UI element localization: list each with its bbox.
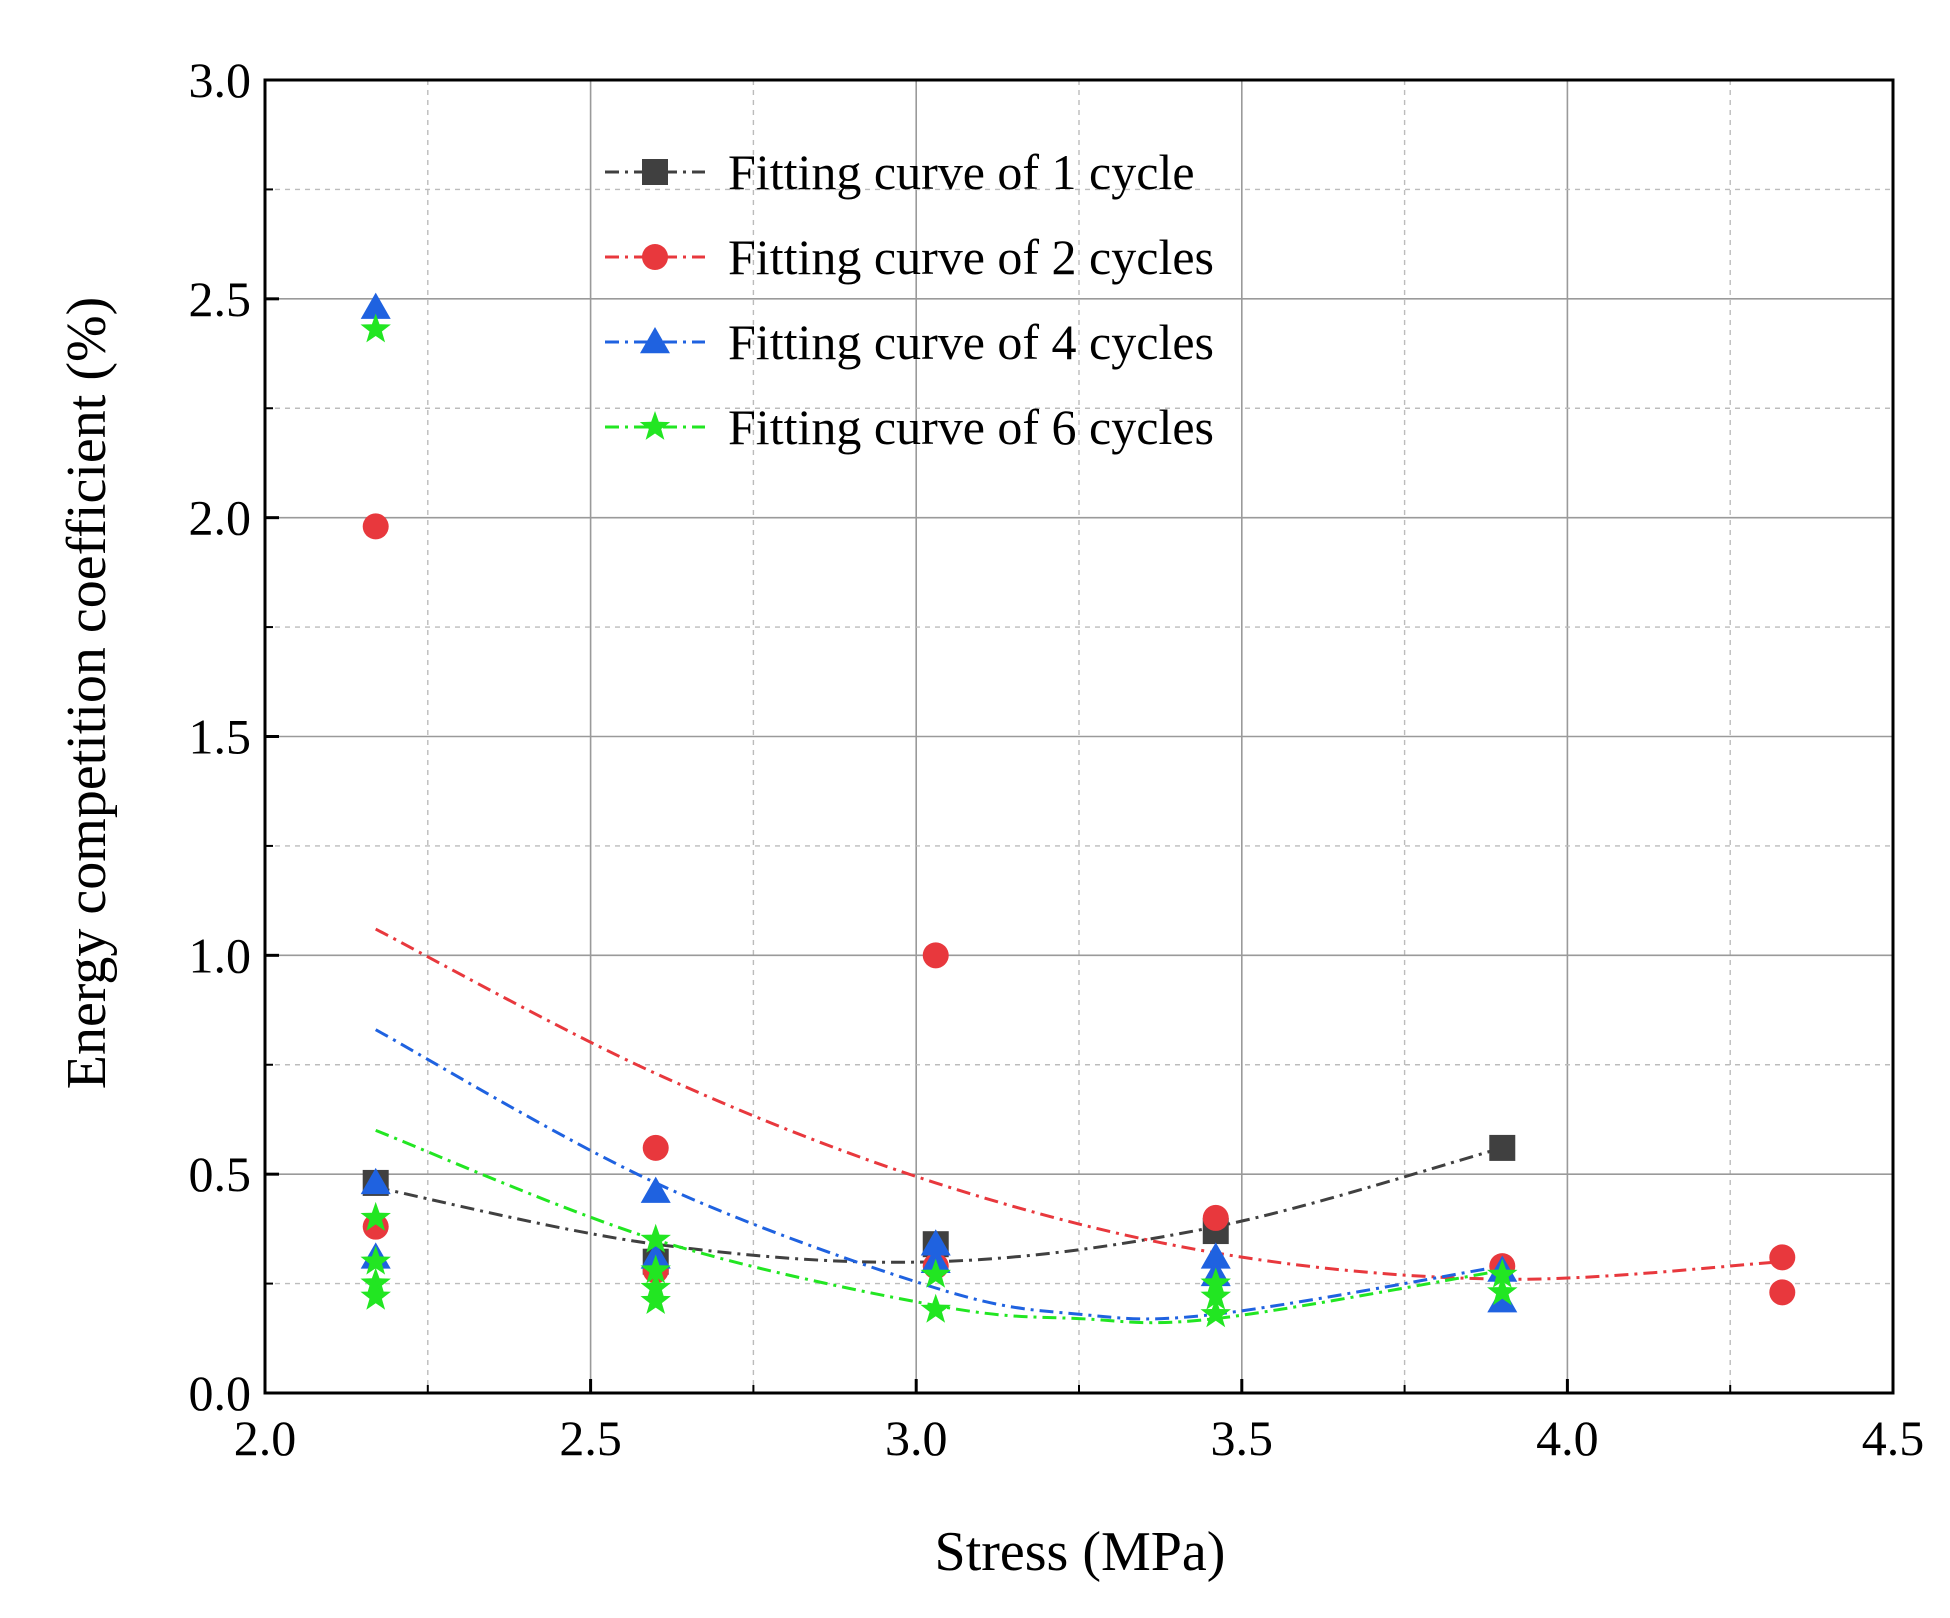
legend-symbol-1-cycle xyxy=(642,159,668,185)
data-point-6-cycles xyxy=(1200,1298,1231,1328)
legend-marker-4-cycles xyxy=(640,327,670,354)
x-tick-label: 2.0 xyxy=(234,1410,297,1466)
data-point-6-cycles xyxy=(360,1245,391,1275)
y-tick-label: 1.0 xyxy=(189,927,252,983)
x-tick-label: 4.5 xyxy=(1862,1410,1925,1466)
data-point-6-cycles xyxy=(1487,1276,1518,1306)
legend-marker-6-cycles xyxy=(639,411,671,440)
axes: 2.0 2.5 3.0 3.5 4.0 4.5 0.0 0.5 1.0 1.5 2.0 2.5 3.0 xyxy=(189,52,1925,1466)
data-point-2-cycles xyxy=(362,1213,389,1240)
data-point-4-cycles xyxy=(640,1176,671,1203)
legend-item-2-cycles: Fitting curve of 2 cycles xyxy=(605,229,1214,285)
y-tick-label: 0.5 xyxy=(189,1146,252,1202)
fit-curve-2-cycles xyxy=(375,927,1783,1281)
legend: Fitting curve of 1 cycle Fitting curve o… xyxy=(605,144,1214,455)
data-point-6-cycles xyxy=(1200,1280,1231,1310)
data-point-4-cycles xyxy=(360,1167,391,1195)
data-point-6-cycles xyxy=(920,1293,951,1323)
x-tick-label: 3.5 xyxy=(1211,1410,1274,1466)
legend-symbol-6-cycles xyxy=(639,411,671,440)
legend-marker-1-cycle xyxy=(642,159,668,185)
data-point-2-cycles xyxy=(922,942,949,969)
data-points xyxy=(360,292,1796,1328)
data-point-4-cycles xyxy=(1487,1286,1518,1313)
y-tick-label: 2.5 xyxy=(189,271,252,327)
y-tick-label: 3.0 xyxy=(189,52,252,108)
data-point-6-cycles xyxy=(640,1254,671,1284)
y-axis-title: Energy competition coefficient (%) xyxy=(56,297,118,1090)
y-tick-label: 1.5 xyxy=(189,709,252,765)
data-point-6-cycles xyxy=(640,1223,671,1253)
data-point-2-cycles xyxy=(1202,1204,1229,1231)
legend-label-6-cycles: Fitting curve of 6 cycles xyxy=(728,399,1214,455)
data-point-4-cycles xyxy=(360,292,391,319)
legend-label-4-cycles: Fitting curve of 4 cycles xyxy=(728,314,1214,370)
data-point-6-cycles xyxy=(360,1201,391,1231)
data-point-6-cycles xyxy=(1487,1258,1518,1288)
data-point-2-cycles xyxy=(1769,1279,1796,1306)
legend-label-2-cycles: Fitting curve of 2 cycles xyxy=(728,229,1214,285)
fit-curve-4-cycles xyxy=(374,1028,1503,1321)
y-tick-label: 2.0 xyxy=(189,490,252,546)
legend-symbol-2-cycles xyxy=(642,244,668,270)
y-tick-label: 0.0 xyxy=(189,1365,252,1421)
legend-marker-2-cycles xyxy=(642,244,668,270)
data-point-6-cycles xyxy=(360,1280,391,1310)
data-point-6-cycles xyxy=(360,313,391,343)
fit-curves xyxy=(374,927,1783,1325)
data-point-6-cycles xyxy=(920,1258,951,1288)
legend-item-1-cycle: Fitting curve of 1 cycle xyxy=(605,144,1195,200)
x-tick-label: 2.5 xyxy=(559,1410,622,1466)
legend-item-6-cycles: Fitting curve of 6 cycles xyxy=(605,399,1214,455)
x-tick-label: 4.0 xyxy=(1536,1410,1599,1466)
data-point-4-cycles xyxy=(920,1229,951,1256)
data-point-6-cycles xyxy=(640,1285,671,1314)
fit-curve-1-cycle xyxy=(375,1146,1503,1264)
grid xyxy=(265,80,1893,1393)
data-point-2-cycles xyxy=(362,513,389,540)
legend-symbol-4-cycles xyxy=(640,327,670,354)
data-point-2-cycles xyxy=(1769,1244,1796,1271)
legend-item-4-cycles: Fitting curve of 4 cycles xyxy=(605,314,1214,370)
data-point-2-cycles xyxy=(642,1134,669,1161)
data-point-1-cycle xyxy=(1489,1134,1516,1161)
data-point-4-cycles xyxy=(1200,1242,1231,1269)
x-axis-title: Stress (MPa) xyxy=(935,1521,1226,1583)
fit-curve-6-cycles xyxy=(375,1129,1503,1325)
legend-label-1-cycle: Fitting curve of 1 cycle xyxy=(728,144,1195,200)
x-tick-label: 3.0 xyxy=(885,1410,948,1466)
